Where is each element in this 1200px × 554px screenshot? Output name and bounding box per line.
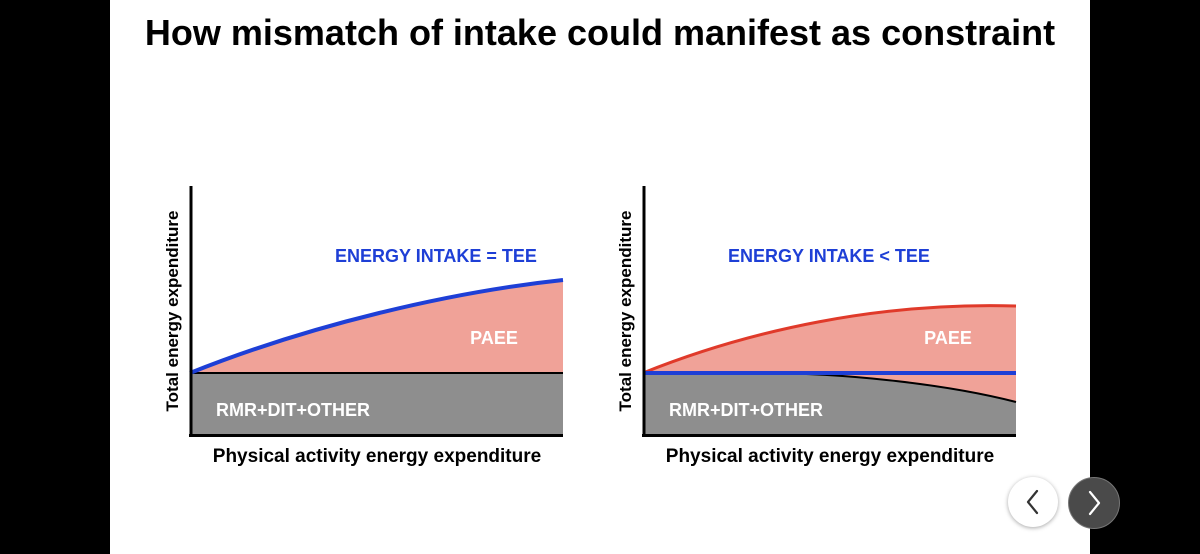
y-axis-label: Total energy expenditure — [616, 211, 635, 412]
paee-label: PAEE — [924, 328, 972, 348]
intake-label: ENERGY INTAKE < TEE — [728, 246, 930, 266]
paee-label: PAEE — [470, 328, 518, 348]
intake-tee-line — [189, 278, 564, 375]
base-label: RMR+DIT+OTHER — [216, 400, 370, 420]
intake-label: ENERGY INTAKE = TEE — [335, 246, 537, 266]
base-label: RMR+DIT+OTHER — [669, 400, 823, 420]
x-axis-label: Physical activity energy expenditure — [666, 446, 994, 467]
chevron-right-icon — [1088, 490, 1101, 516]
paee-region — [190, 280, 563, 373]
next-slide-button[interactable] — [1068, 477, 1120, 529]
diagram-left: ENERGY INTAKE = TEE PAEE RMR+DIT+OTHER P… — [163, 186, 564, 467]
x-axis-label: Physical activity energy expenditure — [213, 446, 541, 467]
slide: How mismatch of intake could manifest as… — [110, 0, 1090, 554]
diagram-right: ENERGY INTAKE < TEE PAEE RMR+DIT+OTHER P… — [616, 186, 1017, 467]
previous-slide-button[interactable] — [1008, 477, 1058, 527]
diagrams: ENERGY INTAKE = TEE PAEE RMR+DIT+OTHER P… — [163, 186, 1017, 467]
base-region — [190, 373, 563, 435]
paee-region — [643, 305, 1016, 402]
chevron-left-icon — [1026, 489, 1039, 515]
slide-title: How mismatch of intake could manifest as… — [144, 12, 1056, 53]
y-axis-label: Total energy expenditure — [163, 211, 182, 412]
base-region — [643, 373, 1016, 435]
tee-line — [642, 304, 1017, 375]
